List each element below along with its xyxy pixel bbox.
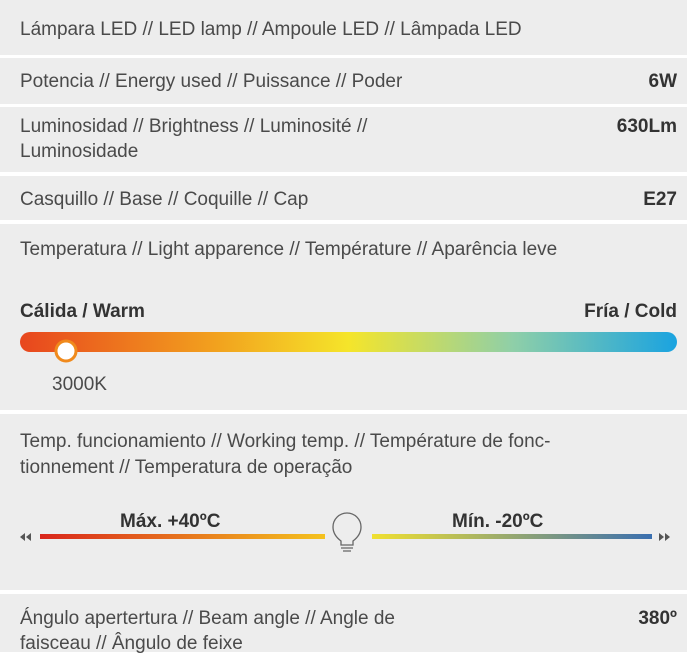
working-temperature: Temp. funcionamiento // Working temp. //… — [0, 414, 687, 590]
label: Temperatura // Light apparence // Tempér… — [20, 239, 558, 260]
label: faisceau // Ângulo de feixe — [20, 633, 243, 654]
row: Potencia // Energy used // Puissance // … — [0, 58, 687, 104]
value: 6W — [648, 71, 678, 92]
color-temperature: Temperatura // Light apparence // Tempér… — [0, 224, 687, 410]
range-bars — [20, 512, 670, 552]
bar — [20, 332, 677, 352]
min-label: Mín. -20ºC — [452, 511, 544, 532]
marker-label: 3000K — [52, 374, 107, 395]
arrow-left — [20, 533, 31, 541]
value: 630Lm — [616, 116, 677, 137]
label: Potencia // Energy used // Puissance // … — [20, 71, 403, 92]
hot-bar — [40, 534, 325, 539]
label: Lámpara LED // LED lamp // Ampoule LED /… — [20, 19, 522, 40]
marker — [54, 339, 78, 363]
row: Casquillo // Base // Coquille // Cap E27 — [0, 176, 687, 220]
warm-label: Cálida / Warm — [20, 301, 145, 322]
value: 380º — [638, 608, 677, 629]
label: Luminosidade — [20, 141, 139, 162]
value: E27 — [643, 189, 677, 210]
row: Luminosidad // Brightness // Luminosité … — [0, 107, 687, 172]
label: tionnement // Temperatura de operação — [20, 457, 353, 478]
gradient-bar — [20, 332, 677, 363]
row: Ángulo apertertura // Beam angle // Angl… — [0, 594, 687, 654]
cold-bar — [372, 534, 652, 539]
label: Temp. funcionamiento // Working temp. //… — [20, 431, 551, 452]
label: Ángulo apertertura // Beam angle // Angl… — [20, 608, 395, 629]
arrow-right — [659, 533, 670, 541]
max-label: Máx. +40ºC — [120, 511, 221, 532]
label: Casquillo // Base // Coquille // Cap — [20, 189, 309, 210]
bulb-icon — [332, 512, 362, 552]
label: Luminosidad // Brightness // Luminosité … — [20, 116, 368, 137]
row: Lámpara LED // LED lamp // Ampoule LED /… — [0, 0, 687, 55]
cold-label: Fría / Cold — [584, 301, 677, 322]
